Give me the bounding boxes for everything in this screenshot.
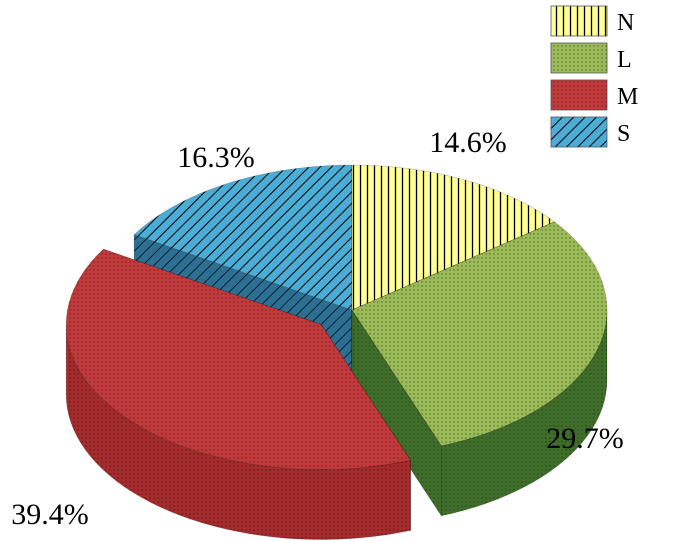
legend-label-s: S	[617, 121, 630, 147]
legend-swatch-m	[550, 79, 608, 111]
pie-slice-m	[65, 248, 412, 540]
legend-swatch-s	[550, 116, 608, 148]
legend-label-m: M	[617, 84, 638, 110]
legend-item-m: M	[550, 79, 638, 111]
legend-swatch-l	[550, 42, 608, 74]
pie-slice-wall-l	[351, 308, 442, 517]
data-label-s: 16.3%	[177, 141, 255, 174]
legend-swatch-n	[550, 5, 608, 37]
pie-slice-side-m	[65, 324, 411, 540]
pie-slice-top-s	[133, 164, 353, 311]
legend-item-l: L	[550, 42, 632, 74]
legend-label-n: N	[617, 10, 634, 36]
legend-item-n: N	[550, 5, 634, 37]
pie-slice-l	[351, 221, 608, 517]
pie-slice-top-m	[65, 248, 412, 470]
legend-item-s: S	[550, 116, 630, 148]
legend-label-l: L	[617, 47, 632, 73]
data-label-m: 39.4%	[11, 498, 89, 531]
pie-slice-top-l	[351, 221, 608, 447]
data-label-n: 14.6%	[429, 126, 507, 159]
pie-slice-top-n	[351, 164, 556, 311]
data-label-l: 29.7%	[546, 422, 624, 455]
